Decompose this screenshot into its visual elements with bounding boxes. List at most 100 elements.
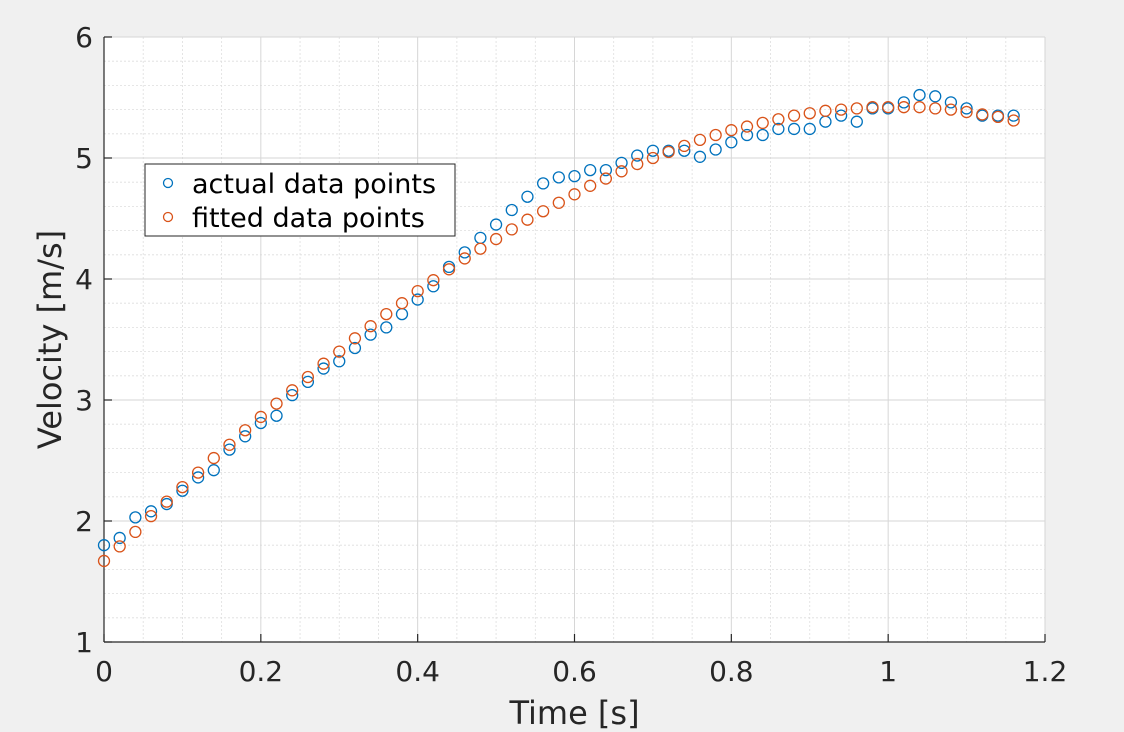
data-point <box>411 293 424 306</box>
data-point <box>317 362 330 375</box>
data-point <box>458 252 471 265</box>
data-point <box>709 128 722 142</box>
data-point <box>536 205 550 218</box>
data-point <box>584 179 597 192</box>
data-point <box>693 150 707 163</box>
data-point <box>176 484 189 497</box>
data-point <box>286 384 299 397</box>
data-point <box>850 115 863 128</box>
data-point <box>584 163 597 177</box>
data-point <box>552 196 565 209</box>
x-tick-label: 1 <box>879 655 897 688</box>
data-point <box>834 109 848 122</box>
y-tick-label: 5 <box>75 142 93 175</box>
data-point <box>976 108 989 121</box>
y-axis-title: Velocity [m/s] <box>31 230 69 449</box>
data-point <box>286 389 299 402</box>
x-tick-label: 0.4 <box>395 655 440 688</box>
data-point <box>944 96 958 109</box>
x-tick-label: 0.8 <box>709 655 754 688</box>
data-point <box>787 109 801 122</box>
data-point <box>505 223 518 236</box>
data-point <box>693 133 707 147</box>
x-tick-label: 0.2 <box>239 655 284 688</box>
data-point <box>631 157 644 171</box>
data-point <box>254 410 267 424</box>
data-point <box>882 101 895 114</box>
data-point <box>238 424 252 437</box>
data-point <box>929 102 942 115</box>
data-point <box>427 280 440 293</box>
series-fitted <box>97 101 1020 568</box>
data-point <box>97 554 111 568</box>
data-point <box>238 430 252 443</box>
points-layer <box>97 88 1020 568</box>
data-point <box>207 464 220 477</box>
data-point <box>756 116 769 130</box>
data-point <box>270 397 283 410</box>
data-point <box>646 144 660 157</box>
data-point <box>740 120 754 133</box>
data-point <box>176 480 189 494</box>
data-point <box>348 332 362 345</box>
legend: actual data points fitted data points <box>144 163 456 237</box>
data-point <box>301 370 315 384</box>
data-point <box>536 177 550 190</box>
data-point <box>223 443 236 456</box>
data-point <box>678 144 691 157</box>
data-point <box>364 320 377 333</box>
data-point <box>427 274 440 287</box>
data-point <box>803 107 816 120</box>
data-point <box>207 451 220 465</box>
data-point <box>787 122 801 136</box>
data-point <box>772 122 785 136</box>
data-point <box>803 122 816 136</box>
data-point <box>568 188 581 201</box>
data-point <box>348 341 362 355</box>
data-point <box>113 531 126 545</box>
x-axis-title: Time [s] <box>508 694 639 732</box>
data-point <box>866 101 879 114</box>
data-point <box>223 438 236 451</box>
data-point <box>819 104 832 117</box>
data-point <box>113 540 126 553</box>
data-point <box>960 102 973 115</box>
data-point <box>270 409 283 422</box>
legend-label-fitted: fitted data points <box>192 203 425 234</box>
data-point <box>489 232 503 246</box>
data-point <box>380 321 393 334</box>
data-point <box>458 246 471 259</box>
y-tick-label: 2 <box>75 505 93 538</box>
data-point <box>144 505 158 518</box>
data-point <box>913 88 926 102</box>
legend-box <box>144 163 456 237</box>
data-point <box>960 105 973 119</box>
data-point <box>944 103 958 116</box>
data-point <box>631 149 644 162</box>
data-point <box>552 171 565 184</box>
data-point <box>144 510 158 523</box>
data-point <box>1007 109 1020 122</box>
legend-label-actual: actual data points <box>192 169 436 200</box>
data-point <box>709 143 722 156</box>
data-point <box>897 101 910 114</box>
data-point <box>725 136 738 149</box>
x-tick-label: 0 <box>95 655 113 688</box>
data-point <box>129 525 142 539</box>
data-point <box>254 416 267 430</box>
y-tick-label: 1 <box>75 626 93 659</box>
data-point <box>489 218 503 231</box>
data-point <box>615 156 628 169</box>
data-point <box>772 113 785 126</box>
data-point <box>897 96 910 109</box>
data-point <box>725 124 738 137</box>
data-point <box>913 101 926 114</box>
y-tick-label: 4 <box>75 263 93 296</box>
data-point <box>929 90 942 103</box>
data-point <box>333 345 346 358</box>
data-point <box>646 151 660 165</box>
data-point <box>505 203 518 217</box>
y-tick-label: 3 <box>75 384 93 417</box>
data-point <box>756 128 769 142</box>
